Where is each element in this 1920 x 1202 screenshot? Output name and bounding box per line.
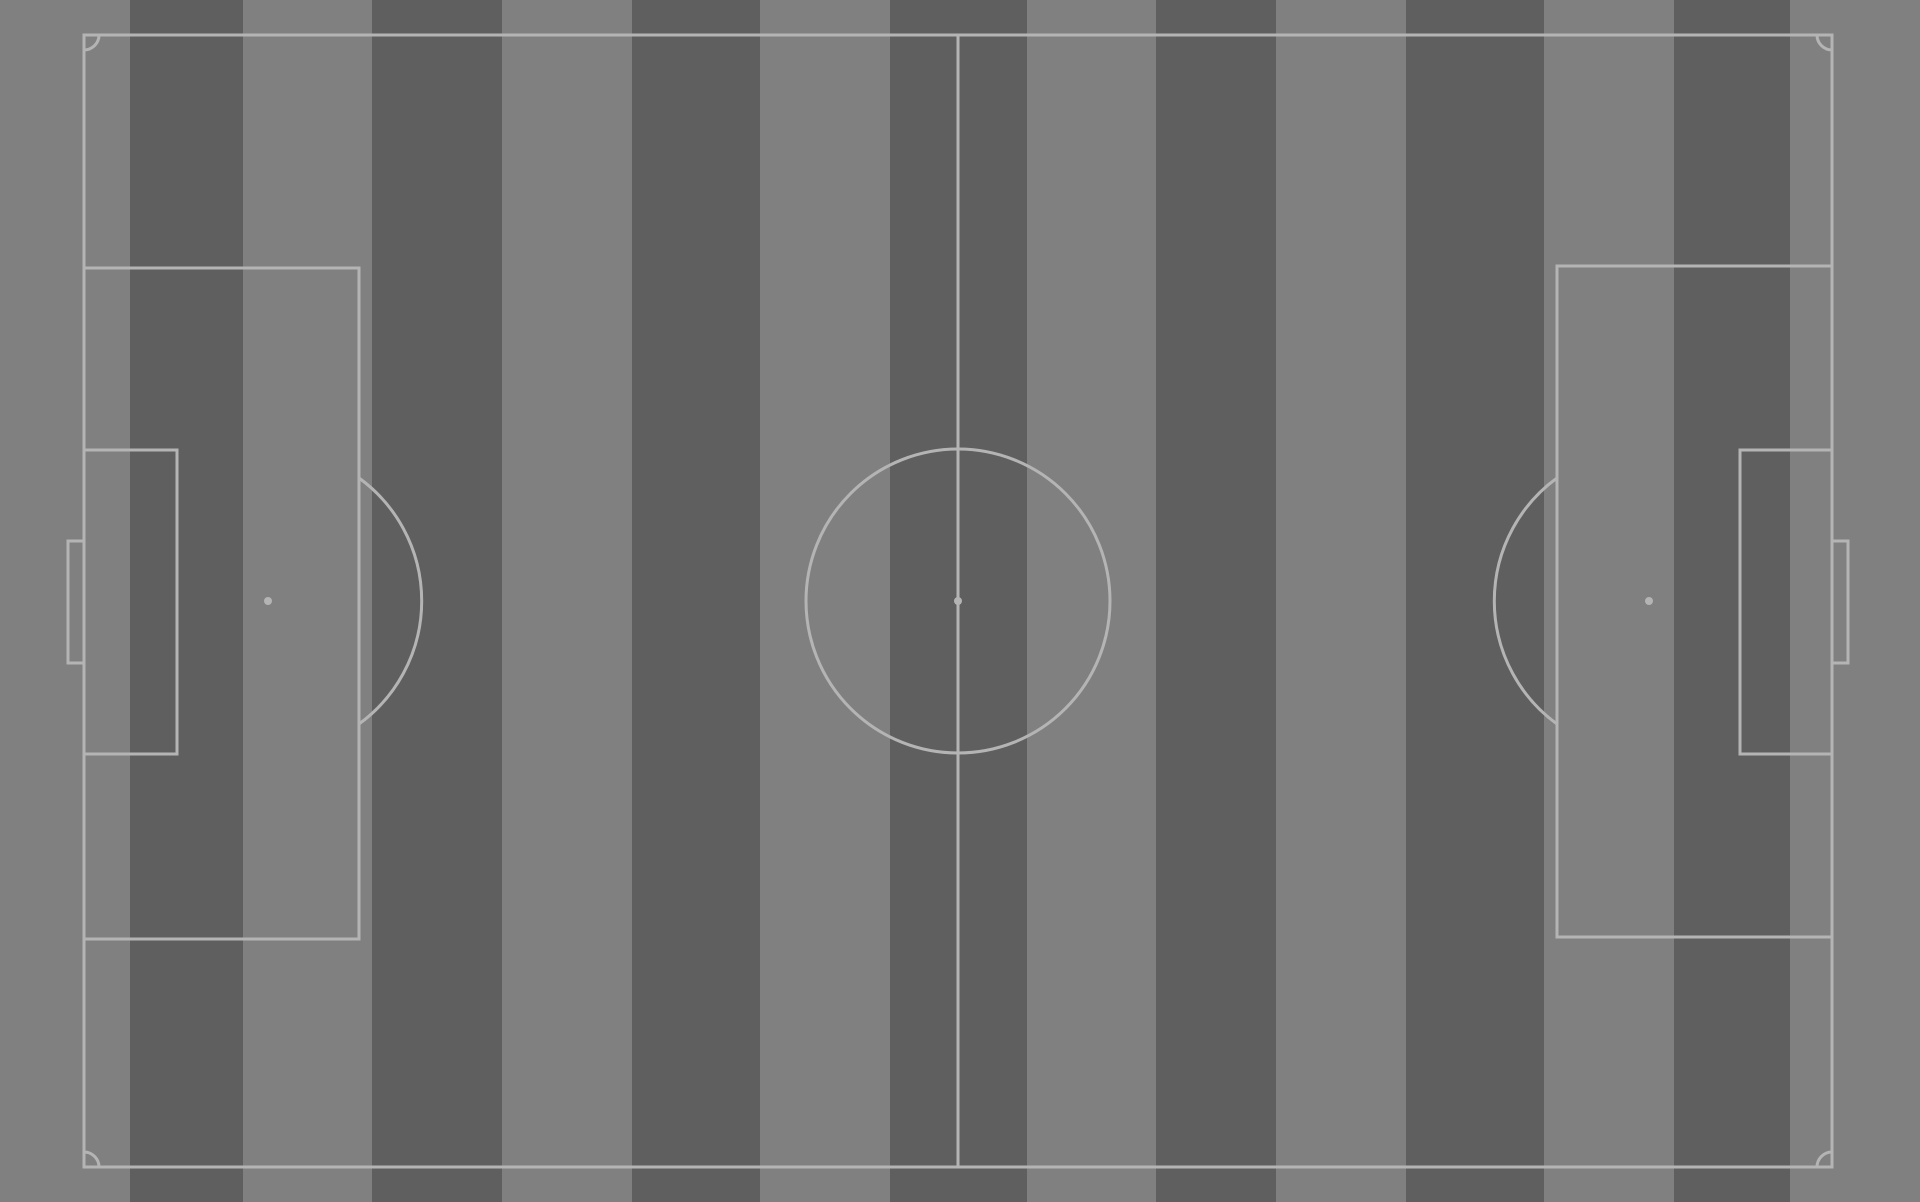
center-spot bbox=[954, 597, 962, 605]
pitch-stripe-light bbox=[1276, 0, 1406, 1202]
pitch-stripe-dark bbox=[372, 0, 502, 1202]
left-penalty-spot bbox=[264, 597, 272, 605]
pitch-stripe-dark bbox=[632, 0, 760, 1202]
pitch-stripe-dark bbox=[1156, 0, 1276, 1202]
corner-arc-bottom-right bbox=[1815, 1150, 1833, 1168]
right-penalty-spot bbox=[1645, 597, 1653, 605]
corner-arc-top-left bbox=[83, 34, 101, 52]
corner-arc-top-right bbox=[1815, 34, 1833, 52]
left-penalty-arc bbox=[358, 476, 424, 726]
pitch-stripe-light bbox=[502, 0, 632, 1202]
right-penalty-arc bbox=[1492, 476, 1558, 726]
center-circle bbox=[804, 447, 1112, 755]
pitch-stripe-light bbox=[0, 0, 130, 1202]
right-goal bbox=[1830, 539, 1850, 665]
pitch-stripe-dark bbox=[130, 0, 243, 1202]
pitch-stripe-dark bbox=[1674, 0, 1790, 1202]
pitch-stripe-light bbox=[1790, 0, 1920, 1202]
pitch-stripe-light bbox=[1027, 0, 1156, 1202]
left-goal bbox=[66, 539, 86, 665]
pitch-stripe-light bbox=[760, 0, 890, 1202]
pitch-stripe-dark bbox=[1406, 0, 1544, 1202]
corner-arc-bottom-left bbox=[83, 1150, 101, 1168]
pitch-stripe-light bbox=[1544, 0, 1674, 1202]
pitch-stripe-light bbox=[243, 0, 372, 1202]
